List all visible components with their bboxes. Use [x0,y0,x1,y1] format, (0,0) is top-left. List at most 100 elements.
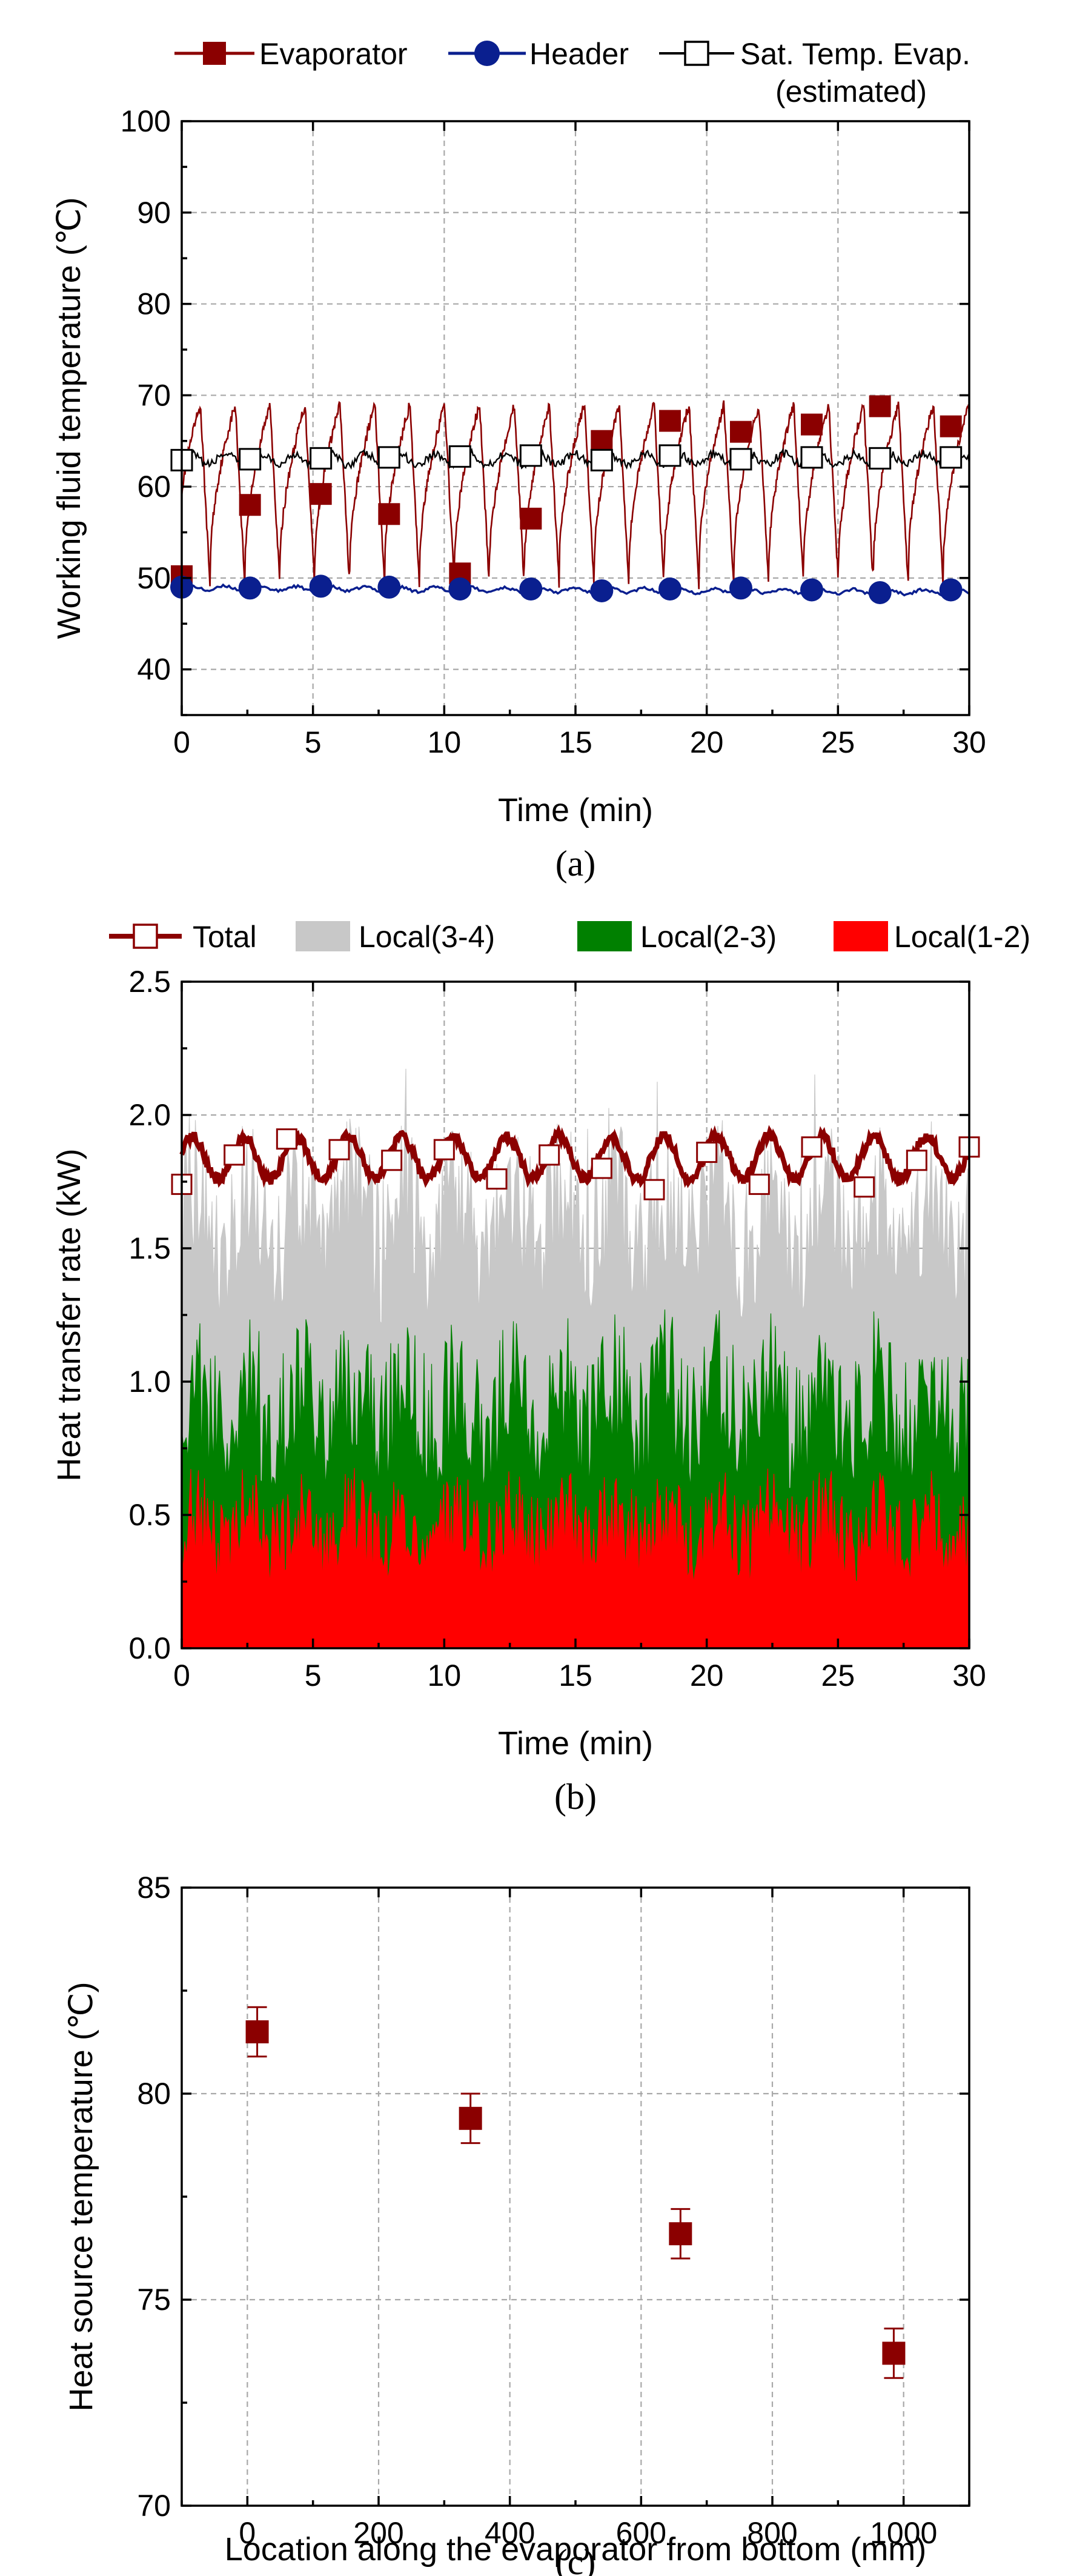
legend-sat-temp-label-line2: (estimated) [775,75,927,108]
panel-c-heat-source-temperature-chart: 0 200 400 600 800 1000 70 75 80 85 Heat source te… [63,1871,970,2576]
x-tick-label: 800 [747,2516,797,2550]
sat-temp-evap-marker [310,447,333,470]
legend-total-marker [133,924,158,949]
x-tick-label: 20 [690,1659,724,1692]
x-tick-label: 200 [353,2516,403,2550]
total-marker [276,1128,297,1150]
y-tick-label: 2.0 [128,1098,171,1132]
y-tick-label: 90 [137,196,171,230]
x-tick-label: 25 [821,725,855,759]
heat-source-temperature-marker [245,2020,269,2043]
x-tick-label: 10 [428,725,462,759]
panel-b-ylabel: Heat transfer rate (kW) [51,1148,87,1481]
x-tick-label: 5 [305,1659,322,1692]
header-marker [448,577,472,601]
panel-b-legend: Total Local(3-4) Local(2-3) Local(1-2) [109,920,1030,954]
header-marker [729,576,752,600]
sat-temp-evap-marker [590,448,613,471]
x-tick-label: 25 [821,1659,855,1692]
x-tick-label: 30 [952,1659,986,1692]
x-tick-label: 1000 [870,2516,937,2550]
x-tick-label: 0 [239,2516,256,2550]
evaporator-line [181,400,970,590]
evaporator-marker [659,410,681,432]
total-marker [539,1144,560,1166]
evaporator-marker [801,413,823,436]
legend-header-label: Header [529,37,629,71]
sat-temp-evap-marker [869,447,892,470]
legend-header-marker [474,41,500,66]
total-marker [433,1139,455,1160]
header-marker [519,577,543,601]
header-marker [590,579,614,602]
y-tick-label: 50 [137,561,171,595]
heat-source-temperature-marker [459,2106,482,2130]
x-tick-label: 400 [485,2516,535,2550]
sat-temp-evap-marker [729,448,752,471]
panel-a-plot-area [170,395,970,604]
heat-source-temperature-marker [669,2222,692,2246]
total-marker [328,1139,350,1160]
x-tick-label: 0 [173,1659,190,1692]
header-marker [238,576,262,600]
legend-local34-label: Local(3-4) [359,920,495,954]
evaporator-marker [869,395,891,418]
total-marker [854,1176,875,1198]
panel-a-xlabel: Time (min) [498,792,653,828]
legend-total-label: Total [193,920,257,954]
y-tick-label: 0.0 [128,1631,171,1665]
x-tick-label: 20 [690,725,724,759]
x-tick-label: 15 [559,1659,592,1692]
sat-temp-evap-marker [658,444,681,467]
sat-temp-evap-marker [940,446,963,469]
panel-c-gridlines [182,1888,969,2506]
legend-sat-temp-marker [684,41,709,66]
evaporator-marker [378,503,400,525]
header-marker [939,578,963,602]
legend-sat-temp-label: Sat. Temp. Evap. [740,37,970,71]
legend-local12-swatch [834,921,888,951]
x-tick-label: 30 [952,725,986,759]
panel-b-xlabel: Time (min) [498,1725,653,1762]
y-tick-label: 80 [137,287,171,321]
legend-local12-label: Local(1-2) [894,920,1030,954]
total-marker [486,1168,508,1190]
y-tick-label: 0.5 [128,1498,171,1532]
y-tick-label: 85 [137,1871,171,1905]
heat-source-temperature-marker [882,2341,906,2365]
y-tick-label: 60 [137,470,171,504]
y-tick-label: 1.5 [128,1231,171,1265]
sat-temp-evap-marker [239,448,262,471]
panel-c-frame [181,1886,970,2507]
sat-temp-evap-marker [519,444,542,467]
evaporator-marker [310,483,332,505]
header-marker [658,577,681,601]
panel-a-ylabel: Working fluid temperature (℃) [51,198,87,639]
y-tick-label: 1.0 [128,1365,171,1399]
y-tick-label: 70 [137,2489,171,2523]
y-tick-label: 100 [121,104,171,138]
x-tick-label: 10 [428,1659,462,1692]
total-marker [224,1144,245,1166]
total-marker [906,1150,927,1171]
x-tick-label: 0 [173,725,190,759]
y-tick-label: 40 [137,653,171,687]
panel-c-xlabel: Location along the evaporator from botto… [225,2531,927,2568]
panel-c-caption: (c) [555,2542,596,2576]
evaporator-marker [730,421,752,443]
total-marker [748,1173,770,1195]
panel-c-ylabel: Heat source temperature (℃) [63,1982,99,2412]
total-marker [801,1136,823,1158]
total-marker [643,1179,665,1200]
y-tick-label: 80 [137,2077,171,2111]
x-tick-label: 600 [616,2516,666,2550]
y-tick-label: 70 [137,378,171,412]
y-tick-label: 75 [137,2283,171,2317]
header-marker [800,578,823,602]
header-marker [377,575,401,599]
header-marker [868,581,892,604]
panel-b-heat-transfer-rate-chart: Total Local(3-4) Local(2-3) Local(1-2) 0… [51,920,1030,1817]
sat-temp-evap-marker [800,446,823,469]
header-marker [309,574,333,598]
